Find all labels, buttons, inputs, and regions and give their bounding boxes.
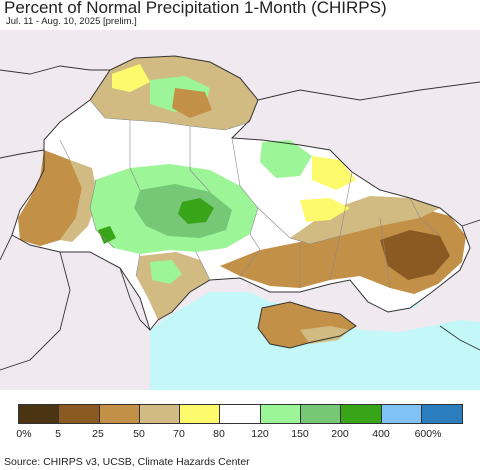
- legend-label-4: 70: [173, 428, 185, 440]
- legend-label-8: 200: [331, 428, 349, 440]
- legend-labels: 0% 5 25 50 70 80 120 150 200 400 600%: [0, 428, 480, 442]
- north-yellow-patch: [112, 64, 150, 92]
- source-credit: Source: CHIRPS v3, UCSB, Climate Hazards…: [4, 456, 250, 468]
- date-range: Jul. 11 - Aug. 10, 2025 [prelim.]: [6, 16, 137, 27]
- legend-swatch-0: [19, 405, 60, 423]
- crimea-south-tan: [300, 326, 350, 344]
- legend-label-9: 400: [372, 428, 390, 440]
- southeast-very-dry: [380, 230, 450, 280]
- legend-label-2: 25: [92, 428, 104, 440]
- legend-label-0: 0%: [16, 428, 32, 440]
- map-title: Percent of Normal Precipitation 1-Month …: [4, 0, 387, 17]
- crimea-border: [257, 301, 357, 349]
- legend-label-3: 50: [133, 428, 145, 440]
- northeast-yellow-patch: [312, 156, 356, 190]
- legend-label-7: 150: [291, 428, 309, 440]
- north-brown-patch: [172, 88, 212, 118]
- precipitation-map: [0, 30, 480, 390]
- legend-swatch-8: [341, 405, 382, 423]
- neighbour-borders: [0, 65, 480, 371]
- legend-label-5: 80: [213, 428, 225, 440]
- legend-swatch-5: [220, 405, 261, 423]
- east-yellow-zone: [300, 198, 350, 222]
- legend-swatch-4: [180, 405, 221, 423]
- legend-label-6: 120: [251, 428, 269, 440]
- legend-swatch-1: [59, 405, 100, 423]
- legend-label-10: 600%: [414, 428, 442, 440]
- east-tan-zone: [290, 196, 440, 244]
- legend-swatch-6: [260, 405, 302, 423]
- west-tan-band: [60, 160, 98, 242]
- legend-swatch-3: [139, 405, 181, 423]
- legend-swatch-7: [301, 405, 342, 423]
- legend-swatch-2: [99, 405, 140, 423]
- central-wettest-spot-1: [178, 198, 214, 224]
- west-dry-band: [18, 150, 82, 246]
- central-wettest-spot-2: [98, 226, 116, 244]
- northeast-green-patch: [260, 140, 312, 178]
- country-border: [11, 55, 471, 332]
- legend-color-bar: [18, 404, 464, 424]
- southwest-green: [150, 260, 182, 284]
- legend-swatch-10: [421, 405, 463, 423]
- oblast-borders: [59, 99, 441, 289]
- legend-label-1: 5: [55, 428, 61, 440]
- legend-swatch-9: [381, 405, 422, 423]
